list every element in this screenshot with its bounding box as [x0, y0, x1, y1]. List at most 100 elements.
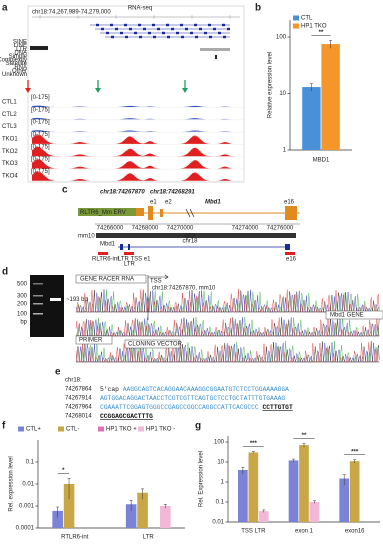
repeat-class: SINE: [13, 40, 27, 46]
repeat-class: Unknown: [2, 72, 27, 78]
repeat-block: [215, 55, 217, 59]
chrom-bar: [96, 233, 296, 238]
repeat-class: LTR: [16, 47, 28, 53]
exon-block: [208, 23, 211, 27]
bar: [299, 445, 309, 522]
legend-swatch: [58, 426, 64, 432]
trace-label: TSS: [150, 279, 162, 285]
error-bar: [312, 500, 316, 504]
coordinate: chr18:74267870: [100, 190, 145, 196]
bar: [137, 492, 148, 528]
y-tick-label: 1: [283, 148, 287, 154]
band-label: ~193 bp: [66, 297, 89, 303]
error-bar: [251, 451, 255, 454]
label-box: [124, 339, 181, 349]
exon-label: e2: [165, 200, 172, 206]
ladder-band: [33, 313, 43, 315]
track-name: TKO2: [2, 149, 18, 155]
coverage: [32, 130, 242, 132]
bar: [258, 511, 269, 522]
marker-label: 100: [17, 311, 28, 317]
label-box: [75, 335, 113, 345]
legend-label: HP1 TKO: [301, 24, 327, 30]
legend-label: CTL: [301, 16, 313, 22]
exon-block: [227, 27, 230, 31]
sequence-segment: CGAAATTCGGAGTGGGCCGAGCCGGCCAGGCCATTCACGC…: [100, 404, 259, 411]
exon-block: [166, 23, 169, 27]
coverage: [32, 170, 242, 181]
coverage: [32, 117, 242, 120]
exon-block: [138, 23, 141, 27]
x-tick-label: LTR: [143, 535, 155, 541]
error-bar: [329, 40, 333, 49]
chromatogram: [75, 342, 380, 363]
exon-block: [152, 23, 155, 27]
trace-label: PRIMER: [79, 338, 103, 344]
significance: **: [319, 30, 324, 36]
error-bar: [342, 474, 346, 486]
marker-label: 500: [17, 281, 28, 287]
trace-label: chr18:74267870, mm10: [152, 286, 216, 292]
repeat-block: [30, 46, 48, 50]
repeat-class: LINE: [14, 43, 27, 49]
trace-label: CLONING VECTOR: [128, 342, 183, 348]
bar: [125, 504, 137, 528]
x-tick-label: RTLR6-int: [61, 535, 89, 541]
exon-block: [209, 35, 212, 39]
error-bar: [163, 504, 167, 509]
bar: [63, 484, 75, 528]
bar: [309, 502, 320, 522]
repeat-block: [200, 48, 230, 51]
arrow-head: [25, 88, 31, 93]
legend-label: CTL-: [66, 427, 79, 433]
exon-block: [134, 31, 137, 35]
y-tick-label: 100: [276, 35, 287, 41]
scale-label: 74270000: [167, 226, 194, 232]
exon-block: [167, 35, 170, 39]
exon-block: [285, 244, 290, 250]
legend-label: CTL+: [26, 427, 41, 433]
sequence-segment: AAGGCAGTCACAGGAACAAAGGCGGAATGTCTCCTGGAAA…: [123, 386, 289, 393]
error-bar: [353, 459, 357, 463]
significance: *: [62, 468, 65, 474]
trace-label: Mbd1 GENE: [330, 313, 364, 319]
legend-swatch: [18, 426, 24, 432]
exon-label: e16: [284, 200, 295, 206]
coverage: [32, 146, 242, 157]
erv-box: [78, 208, 136, 216]
track-name: TKO4: [2, 173, 18, 179]
track-gene: Mbd1: [100, 242, 116, 248]
legend-label: HP1 TKO +: [106, 427, 137, 433]
bar: [321, 44, 340, 150]
track-name: CTL3: [2, 124, 17, 130]
scale-label: 74276000: [267, 226, 294, 232]
bar: [238, 469, 248, 522]
legend-swatch: [98, 426, 104, 432]
exon-block: [185, 27, 188, 31]
chromatogram: [75, 289, 380, 313]
chromatogram: [75, 317, 380, 337]
bar: [248, 452, 259, 522]
scale-label: 74274000: [232, 226, 259, 232]
exon-block: [176, 31, 179, 35]
legend-swatch: [293, 23, 299, 29]
exon-block: [194, 23, 197, 27]
exon-block: [96, 23, 99, 27]
position: 74267914: [65, 396, 92, 402]
exon-block: [148, 31, 151, 35]
trace-label: GENE RACER RNA: [80, 277, 134, 283]
sequence-line: AGTGGACAGGACTAACCTCGTCGTTCAGTGCTCCTGCTAT…: [100, 395, 285, 402]
arrow-head: [95, 88, 101, 93]
track-range: [0-175]: [31, 120, 50, 126]
track-name: TKO1: [2, 136, 18, 142]
browser-frame: [27, 5, 245, 183]
bar: [339, 478, 350, 522]
exon-block: [115, 27, 118, 31]
error-bar: [56, 506, 60, 518]
error-bar: [129, 500, 133, 511]
exon-block: [111, 35, 114, 39]
position: 74268014: [65, 414, 92, 420]
exon-block: [204, 31, 207, 35]
feature-mark: [124, 252, 134, 255]
panel-letter: f: [2, 421, 6, 432]
